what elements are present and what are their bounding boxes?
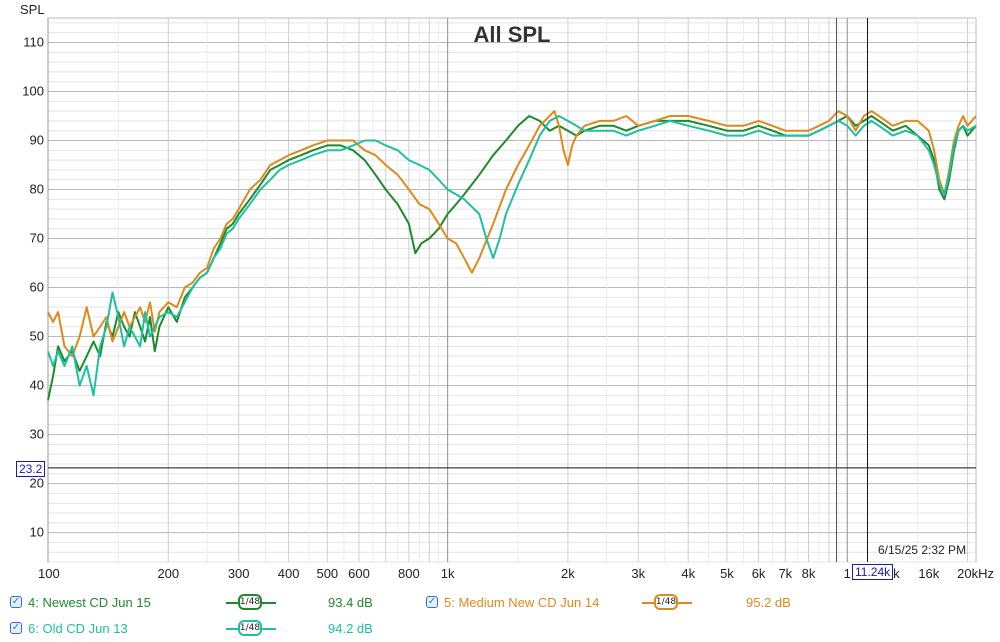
legend-item-series-6[interactable]: ✓ 6: Old CD Jun 13 bbox=[10, 617, 128, 639]
x-tick-label: 16k bbox=[918, 566, 939, 581]
x-tick-label: 1k bbox=[441, 566, 455, 581]
chart-title: All SPL bbox=[473, 22, 550, 47]
series-5-checkbox[interactable]: ✓ bbox=[426, 596, 438, 608]
x-tick-label: 400 bbox=[278, 566, 300, 581]
spl-chart[interactable]: 10 20 30 40 50 60 70 80 90 100 110 100 200 300 400 500… bbox=[0, 0, 1000, 590]
x-tick-label: 300 bbox=[228, 566, 250, 581]
x-tick-label: 8k bbox=[802, 566, 816, 581]
x-tick-label: 800 bbox=[398, 566, 420, 581]
cursor-x-readout: 11.24k bbox=[852, 564, 894, 580]
x-tick-label: 7k bbox=[778, 566, 792, 581]
chart-grid bbox=[47, 17, 977, 563]
y-tick-label: 40 bbox=[30, 378, 44, 393]
x-tick-label: 1 bbox=[844, 566, 851, 581]
y-tick-label: 110 bbox=[23, 35, 44, 50]
series-4-name: 4: Newest CD Jun 15 bbox=[28, 594, 151, 610]
y-tick-label: 60 bbox=[30, 280, 44, 295]
x-tick-label: 500 bbox=[316, 566, 338, 581]
series-6-name: 6: Old CD Jun 13 bbox=[28, 620, 128, 636]
smoothing-label: 1/48 bbox=[238, 594, 262, 610]
y-tick-label: 10 bbox=[30, 525, 44, 540]
x-tick-label: 100 bbox=[38, 566, 60, 581]
x-tick-label: 2k bbox=[561, 566, 575, 581]
legend-item-series-4[interactable]: ✓ 4: Newest CD Jun 15 bbox=[10, 591, 151, 613]
timestamp: 6/15/25 2:32 PM bbox=[878, 543, 967, 557]
x-tick-label: 4k bbox=[681, 566, 695, 581]
series-4-smoothing[interactable]: 1/48 bbox=[226, 592, 276, 612]
x-tick-label: 600 bbox=[348, 566, 370, 581]
series-line-5 bbox=[47, 110, 977, 358]
series-4-value: 93.4 dB bbox=[328, 595, 373, 610]
chart-series bbox=[47, 110, 977, 401]
y-tick-label: 90 bbox=[30, 133, 44, 148]
chart-cursor[interactable] bbox=[48, 18, 976, 562]
y-axis-title: SPL bbox=[20, 2, 45, 17]
plot-area bbox=[47, 17, 977, 563]
x-tick-label: 5k bbox=[720, 566, 734, 581]
smoothing-label: 1/48 bbox=[238, 620, 262, 636]
y-tick-label: 30 bbox=[30, 427, 44, 442]
legend-item-series-5[interactable]: ✓ 5: Medium New CD Jun 14 bbox=[426, 591, 599, 613]
y-tick-label: 100 bbox=[22, 84, 44, 99]
x-tick-label: 3k bbox=[631, 566, 645, 581]
smoothing-label: 1/48 bbox=[654, 594, 678, 610]
x-tick-label: 6k bbox=[752, 566, 766, 581]
series-5-name: 5: Medium New CD Jun 14 bbox=[444, 594, 600, 610]
series-6-smoothing[interactable]: 1/48 bbox=[226, 618, 276, 638]
series-5-smoothing[interactable]: 1/48 bbox=[642, 592, 692, 612]
cursor-y-readout: 23.2 bbox=[16, 461, 46, 477]
y-tick-label: 20 bbox=[30, 476, 44, 491]
series-6-checkbox[interactable]: ✓ bbox=[10, 622, 22, 634]
series-5-value: 95.2 dB bbox=[746, 595, 791, 610]
y-tick-label: 80 bbox=[30, 182, 44, 197]
x-tick-label: 200 bbox=[157, 566, 179, 581]
series-6-value: 94.2 dB bbox=[328, 621, 373, 636]
y-axis-labels: 10 20 30 40 50 60 70 80 90 100 110 bbox=[22, 35, 44, 540]
series-4-checkbox[interactable]: ✓ bbox=[10, 596, 22, 608]
series-line-6 bbox=[47, 115, 977, 397]
x-axis-labels: 1002003004005006008001k2k3k4k5k6k7k8k13k… bbox=[38, 566, 994, 581]
x-tick-label: 20kHz bbox=[957, 566, 994, 581]
y-tick-label: 70 bbox=[30, 231, 44, 246]
y-tick-label: 50 bbox=[30, 329, 44, 344]
